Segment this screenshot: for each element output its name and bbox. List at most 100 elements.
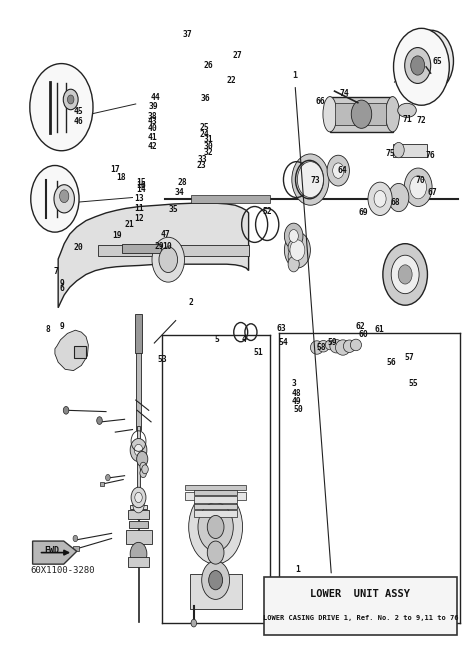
Text: 75: 75 — [386, 150, 395, 158]
Text: 40: 40 — [148, 124, 157, 133]
Text: 72: 72 — [416, 116, 426, 125]
Text: 54: 54 — [279, 338, 289, 347]
Text: 4: 4 — [242, 336, 246, 344]
Ellipse shape — [343, 340, 356, 353]
Text: 56: 56 — [387, 358, 396, 368]
Text: 42: 42 — [148, 142, 157, 151]
Text: 15: 15 — [137, 178, 146, 186]
FancyBboxPatch shape — [264, 577, 457, 634]
Circle shape — [31, 165, 79, 232]
Text: 30: 30 — [203, 142, 213, 151]
Circle shape — [368, 182, 392, 215]
FancyBboxPatch shape — [128, 557, 149, 567]
Text: 66: 66 — [315, 97, 325, 106]
Circle shape — [73, 535, 78, 542]
Text: 76: 76 — [425, 150, 435, 160]
Circle shape — [383, 244, 428, 305]
FancyBboxPatch shape — [136, 337, 141, 430]
FancyBboxPatch shape — [130, 504, 147, 509]
Circle shape — [134, 444, 143, 456]
Text: 26: 26 — [203, 61, 213, 70]
Circle shape — [106, 474, 110, 481]
Polygon shape — [55, 330, 88, 371]
Text: 24: 24 — [200, 130, 210, 139]
Circle shape — [209, 570, 223, 590]
Circle shape — [63, 407, 69, 414]
Circle shape — [411, 56, 425, 75]
Circle shape — [137, 451, 148, 467]
Polygon shape — [58, 203, 248, 308]
Text: LOWER CASING DRIVE 1, Ref. No. 2 to 9,11 to 76: LOWER CASING DRIVE 1, Ref. No. 2 to 9,11… — [263, 615, 458, 621]
Text: 38: 38 — [148, 112, 157, 121]
FancyBboxPatch shape — [194, 496, 237, 503]
Text: 23: 23 — [196, 161, 206, 170]
Circle shape — [393, 28, 449, 105]
Circle shape — [54, 184, 74, 213]
Circle shape — [159, 247, 178, 273]
Circle shape — [289, 230, 298, 243]
FancyBboxPatch shape — [122, 244, 161, 253]
Text: 51: 51 — [253, 348, 263, 357]
FancyBboxPatch shape — [74, 346, 86, 358]
Circle shape — [284, 232, 310, 268]
Text: 48: 48 — [292, 389, 301, 398]
Text: FWD: FWD — [44, 545, 59, 555]
Circle shape — [409, 30, 454, 92]
Text: 63: 63 — [276, 324, 286, 333]
Ellipse shape — [323, 97, 337, 132]
Circle shape — [288, 240, 299, 255]
Text: 27: 27 — [232, 51, 242, 60]
FancyBboxPatch shape — [190, 574, 242, 609]
Text: 10: 10 — [163, 242, 173, 250]
Text: 44: 44 — [151, 93, 160, 102]
Text: 14: 14 — [137, 185, 146, 194]
FancyBboxPatch shape — [73, 546, 79, 551]
Text: 29: 29 — [155, 242, 164, 250]
Text: 58: 58 — [317, 343, 327, 352]
Text: 17: 17 — [110, 165, 120, 174]
Ellipse shape — [325, 340, 335, 350]
Text: 68: 68 — [390, 198, 400, 207]
FancyBboxPatch shape — [100, 482, 104, 486]
Text: 64: 64 — [337, 166, 347, 175]
Polygon shape — [33, 541, 77, 564]
Circle shape — [288, 256, 299, 272]
Text: 19: 19 — [112, 232, 122, 241]
Text: 9: 9 — [60, 279, 64, 288]
Circle shape — [398, 265, 412, 284]
Circle shape — [131, 487, 146, 508]
Text: 46: 46 — [73, 118, 83, 126]
Text: 16: 16 — [137, 182, 146, 190]
FancyBboxPatch shape — [191, 195, 270, 203]
Circle shape — [351, 100, 372, 128]
Text: 31: 31 — [203, 135, 213, 145]
Circle shape — [417, 42, 445, 80]
Circle shape — [30, 63, 93, 151]
FancyBboxPatch shape — [392, 144, 428, 156]
Text: 41: 41 — [148, 133, 157, 142]
Text: 12: 12 — [134, 214, 144, 222]
Text: 2: 2 — [188, 298, 193, 307]
Circle shape — [288, 249, 299, 264]
Text: 35: 35 — [168, 205, 178, 214]
Text: 55: 55 — [409, 379, 419, 388]
Circle shape — [63, 89, 78, 110]
FancyBboxPatch shape — [185, 485, 246, 490]
Circle shape — [130, 439, 147, 462]
Text: 59: 59 — [327, 338, 337, 347]
Circle shape — [202, 561, 229, 599]
Circle shape — [135, 492, 142, 503]
Text: 70: 70 — [415, 177, 425, 185]
Text: LOWER  UNIT ASSY: LOWER UNIT ASSY — [310, 589, 410, 599]
FancyBboxPatch shape — [194, 504, 237, 509]
Text: 52: 52 — [263, 207, 272, 216]
Circle shape — [140, 462, 146, 471]
Circle shape — [327, 155, 349, 186]
Circle shape — [333, 163, 344, 179]
Circle shape — [405, 48, 431, 84]
Circle shape — [292, 154, 329, 205]
Circle shape — [207, 515, 224, 538]
Text: 11: 11 — [134, 204, 144, 213]
Circle shape — [60, 190, 69, 203]
Text: 32: 32 — [203, 148, 213, 157]
